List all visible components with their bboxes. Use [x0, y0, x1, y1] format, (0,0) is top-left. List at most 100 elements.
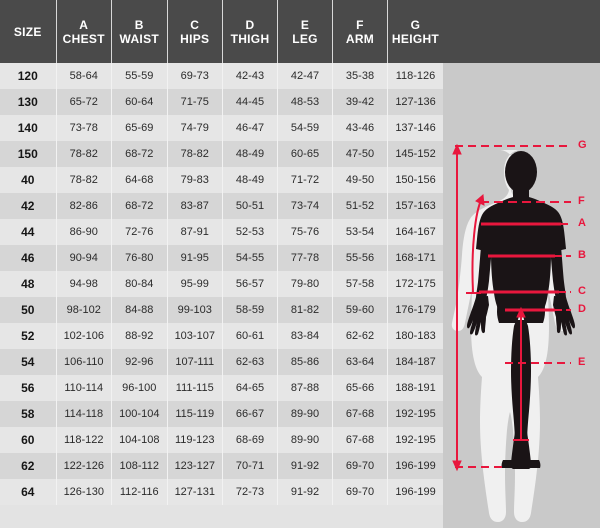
cell-hips: 79-83 [167, 167, 223, 193]
table-row[interactable]: 48 94-98 80-84 95-99 56-57 79-80 57-58 172-175 [0, 271, 443, 297]
cell-arm: 57-58 [332, 271, 388, 297]
table-row[interactable]: 46 90-94 76-80 91-95 54-55 77-78 55-56 168-171 [0, 245, 443, 271]
cell-size: 44 [0, 219, 57, 245]
table-row[interactable]: 44 86-90 72-76 87-91 52-53 75-76 53-54 164-167 [0, 219, 443, 245]
table-row[interactable]: 120 58-64 55-59 69-73 42-43 42-47 35-38 118-126 [0, 63, 443, 89]
cell-arm: 53-54 [332, 219, 388, 245]
cell-leg: 75-76 [277, 219, 333, 245]
cell-chest: 90-94 [56, 245, 112, 271]
header-label-leg: LEG [292, 31, 318, 46]
cell-waist: 80-84 [111, 271, 168, 297]
cell-chest: 110-114 [56, 375, 112, 401]
cell-height: 145-152 [387, 141, 443, 167]
marker-label-g: G [578, 139, 587, 151]
cell-thigh: 64-65 [222, 375, 278, 401]
cell-arm: 43-46 [332, 115, 388, 141]
cell-chest: 82-86 [56, 193, 112, 219]
cell-leg: 87-88 [277, 375, 333, 401]
cell-leg: 91-92 [277, 453, 333, 479]
table-row[interactable]: 62 122-126 108-112 123-127 70-71 91-92 69-70 19… [0, 453, 443, 479]
cell-hips: 119-123 [167, 427, 223, 453]
cell-height: 157-163 [387, 193, 443, 219]
cell-height: 188-191 [387, 375, 443, 401]
cell-chest: 73-78 [56, 115, 112, 141]
cell-leg: 83-84 [277, 323, 333, 349]
cell-hips: 74-79 [167, 115, 223, 141]
table-row[interactable]: 58 114-118 100-104 115-119 66-67 89-90 67-68 19… [0, 401, 443, 427]
cell-thigh: 56-57 [222, 271, 278, 297]
column-header-size[interactable]: SIZE [0, 0, 57, 63]
table-row[interactable]: 140 73-78 65-69 74-79 46-47 54-59 43-46 137-146 [0, 115, 443, 141]
cell-thigh: 54-55 [222, 245, 278, 271]
cell-leg: 54-59 [277, 115, 333, 141]
table-row[interactable]: 56 110-114 96-100 111-115 64-65 87-88 65-66 188… [0, 375, 443, 401]
cell-arm: 35-38 [332, 63, 388, 89]
header-letter-b: B [134, 17, 144, 32]
column-header-arm[interactable]: F ARM [332, 0, 388, 63]
cell-height: 192-195 [387, 427, 443, 453]
header-letter-f: F [356, 17, 364, 32]
cell-leg: 48-53 [277, 89, 333, 115]
table-row[interactable]: 130 65-72 60-64 71-75 44-45 48-53 39-42 127-136 [0, 89, 443, 115]
cell-thigh: 42-43 [222, 63, 278, 89]
column-header-hips[interactable]: C HIPS [167, 0, 223, 63]
cell-height: 150-156 [387, 167, 443, 193]
cell-waist: 92-96 [111, 349, 168, 375]
cell-arm: 65-66 [332, 375, 388, 401]
cell-hips: 71-75 [167, 89, 223, 115]
cell-waist: 96-100 [111, 375, 168, 401]
column-header-leg[interactable]: E LEG [277, 0, 333, 63]
cell-thigh: 58-59 [222, 297, 278, 323]
cell-hips: 123-127 [167, 453, 223, 479]
arrowhead-f-top [475, 193, 485, 206]
cell-height: 176-179 [387, 297, 443, 323]
table-row[interactable]: 64 126-130 112-116 127-131 72-73 91-92 69-70 19… [0, 479, 443, 505]
cell-waist: 65-69 [111, 115, 168, 141]
column-header-waist[interactable]: B WAIST [111, 0, 168, 63]
table-row[interactable]: 150 78-82 68-72 78-82 48-49 60-65 47-50 145-152 [0, 141, 443, 167]
marker-label-b: B [578, 249, 586, 261]
table-row[interactable]: 42 82-86 68-72 83-87 50-51 73-74 51-52 157-163 [0, 193, 443, 219]
cell-arm: 62-62 [332, 323, 388, 349]
header-label-arm: ARM [345, 31, 375, 46]
table-row[interactable]: 60 118-122 104-108 119-123 68-69 89-90 67-68 19… [0, 427, 443, 453]
cell-chest: 122-126 [56, 453, 112, 479]
header-letter-c: C [190, 17, 200, 32]
cell-height: 164-167 [387, 219, 443, 245]
cell-height: 118-126 [387, 63, 443, 89]
column-header-height[interactable]: G HEIGHT [387, 0, 443, 63]
header-letter-d: D [245, 17, 255, 32]
cell-height: 184-187 [387, 349, 443, 375]
cell-chest: 86-90 [56, 219, 112, 245]
cell-chest: 118-122 [56, 427, 112, 453]
cell-arm: 69-70 [332, 453, 388, 479]
cell-size: 46 [0, 245, 57, 271]
cell-arm: 67-68 [332, 427, 388, 453]
cell-thigh: 48-49 [222, 141, 278, 167]
cell-leg: 89-90 [277, 401, 333, 427]
table-row[interactable]: 52 102-106 88-92 103-107 60-61 83-84 62-62 180-… [0, 323, 443, 349]
table-row[interactable]: 54 106-110 92-96 107-111 62-63 85-86 63-64 184-… [0, 349, 443, 375]
column-header-chest[interactable]: A CHEST [56, 0, 112, 63]
marker-label-e: E [578, 356, 586, 368]
cell-chest: 65-72 [56, 89, 112, 115]
cell-leg: 77-78 [277, 245, 333, 271]
cell-leg: 89-90 [277, 427, 333, 453]
cell-thigh: 50-51 [222, 193, 278, 219]
marker-label-f: F [578, 195, 585, 207]
table-row[interactable]: 40 78-82 64-68 79-83 48-49 71-72 49-50 150-156 [0, 167, 443, 193]
cell-size: 50 [0, 297, 57, 323]
cell-chest: 78-82 [56, 167, 112, 193]
cell-hips: 91-95 [167, 245, 223, 271]
cell-hips: 69-73 [167, 63, 223, 89]
header-label-height: HEIGHT [391, 31, 440, 46]
cell-height: 180-183 [387, 323, 443, 349]
cell-chest: 58-64 [56, 63, 112, 89]
cell-thigh: 60-61 [222, 323, 278, 349]
cell-size: 64 [0, 479, 57, 505]
table-row[interactable]: 50 98-102 84-88 99-103 58-59 81-82 59-60 176-17… [0, 297, 443, 323]
column-header-thigh[interactable]: D THIGH [222, 0, 278, 63]
table-header: SIZE A CHEST B WAIST C HIPS [0, 0, 443, 63]
cell-chest: 98-102 [56, 297, 112, 323]
cell-leg: 81-82 [277, 297, 333, 323]
